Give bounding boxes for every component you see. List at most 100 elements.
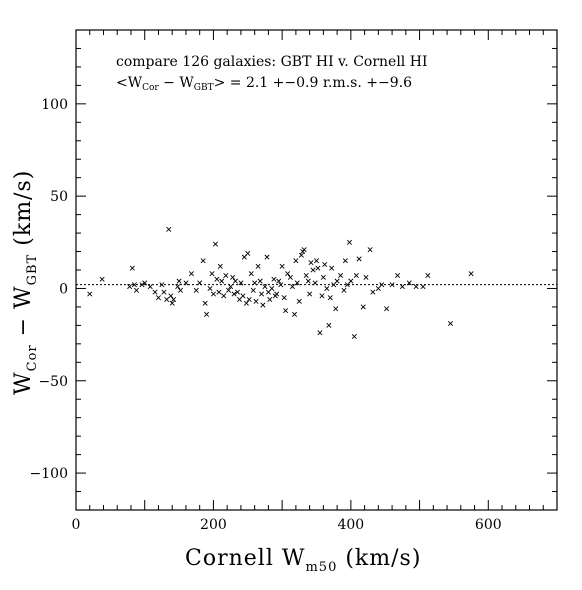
data-point — [307, 291, 313, 297]
axis-tick-labels: 0 200 400 600 −100 −50 0 50 100 — [30, 97, 502, 533]
data-point — [283, 308, 289, 314]
data-point — [159, 282, 165, 288]
data-point — [329, 265, 335, 271]
data-point — [279, 263, 285, 269]
data-point — [230, 274, 236, 280]
data-point — [142, 280, 148, 286]
data-point — [317, 330, 323, 336]
data-point — [171, 297, 177, 303]
y-tick-label: −100 — [30, 466, 68, 482]
y-tick-label: 100 — [41, 97, 68, 113]
data-point — [166, 226, 172, 232]
data-point — [217, 263, 223, 269]
data-point — [363, 274, 369, 280]
data-point — [384, 306, 390, 312]
data-point — [226, 287, 232, 293]
data-point — [223, 273, 229, 279]
data-point — [210, 291, 216, 297]
data-point — [334, 278, 340, 284]
data-point — [147, 284, 153, 290]
data-point — [197, 280, 203, 286]
data-point — [285, 271, 291, 277]
data-point — [260, 302, 266, 308]
data-point — [310, 267, 316, 273]
y-tick-label: 50 — [50, 189, 68, 205]
data-point — [228, 284, 234, 290]
data-point — [161, 289, 167, 295]
x-tick-label: 0 — [72, 517, 81, 533]
data-point — [313, 258, 320, 264]
data-point — [324, 285, 330, 291]
data-point — [346, 239, 353, 245]
data-point — [360, 304, 366, 310]
x-axis-label: Cornell Wm50 (km/s) — [185, 546, 421, 575]
x-tick-label: 400 — [337, 517, 364, 533]
data-point — [326, 322, 332, 328]
data-point — [245, 250, 251, 256]
data-point — [351, 333, 357, 339]
data-point — [243, 300, 249, 306]
data-point — [341, 287, 347, 293]
data-point — [406, 280, 412, 286]
data-point — [367, 247, 373, 253]
data-point — [177, 287, 183, 293]
data-point — [264, 254, 270, 260]
data-point — [207, 285, 213, 291]
data-point — [353, 273, 359, 279]
data-point — [139, 282, 145, 288]
data-point — [333, 306, 339, 312]
data-point — [129, 265, 135, 271]
data-point — [240, 293, 246, 299]
data-point — [164, 297, 170, 303]
data-point — [298, 252, 304, 258]
data-point — [425, 273, 431, 279]
data-point — [291, 311, 298, 317]
data-point — [176, 278, 182, 284]
data-point — [127, 284, 133, 290]
data-point — [296, 298, 302, 304]
data-point — [399, 284, 405, 290]
data-point — [259, 291, 265, 297]
data-point — [238, 280, 244, 286]
annotation-line-1: compare 126 galaxies: GBT HI v. Cornell … — [116, 54, 427, 70]
data-point — [447, 321, 454, 327]
data-point — [87, 291, 93, 297]
data-point — [389, 282, 395, 288]
data-point — [200, 258, 206, 264]
data-point — [468, 271, 474, 277]
data-point — [188, 271, 194, 277]
data-point — [395, 273, 401, 279]
data-point — [262, 284, 268, 290]
data-point — [379, 282, 385, 288]
y-axis-label: WCor − WGBT (km/s) — [11, 170, 40, 395]
data-point — [281, 295, 287, 301]
data-point — [274, 291, 280, 297]
data-point — [269, 285, 275, 291]
data-point — [320, 274, 326, 280]
data-point — [231, 291, 237, 297]
y-tick-label: 0 — [59, 281, 68, 297]
data-point — [301, 247, 307, 253]
data-point — [209, 271, 215, 277]
data-point — [287, 274, 293, 280]
data-point — [248, 271, 254, 277]
data-point — [312, 280, 318, 286]
data-point — [327, 295, 333, 301]
data-point — [216, 289, 222, 295]
data-point — [155, 295, 161, 301]
data-points — [87, 226, 474, 339]
data-point — [232, 278, 238, 284]
data-point — [413, 284, 419, 290]
data-point — [219, 278, 225, 284]
data-point — [420, 284, 426, 290]
data-point — [204, 311, 210, 317]
data-point — [278, 282, 284, 288]
data-point — [322, 261, 328, 267]
data-point — [319, 293, 325, 299]
data-point — [246, 297, 252, 303]
data-point — [305, 278, 311, 284]
data-point — [99, 276, 105, 282]
data-point — [271, 276, 277, 282]
data-point — [253, 298, 259, 304]
